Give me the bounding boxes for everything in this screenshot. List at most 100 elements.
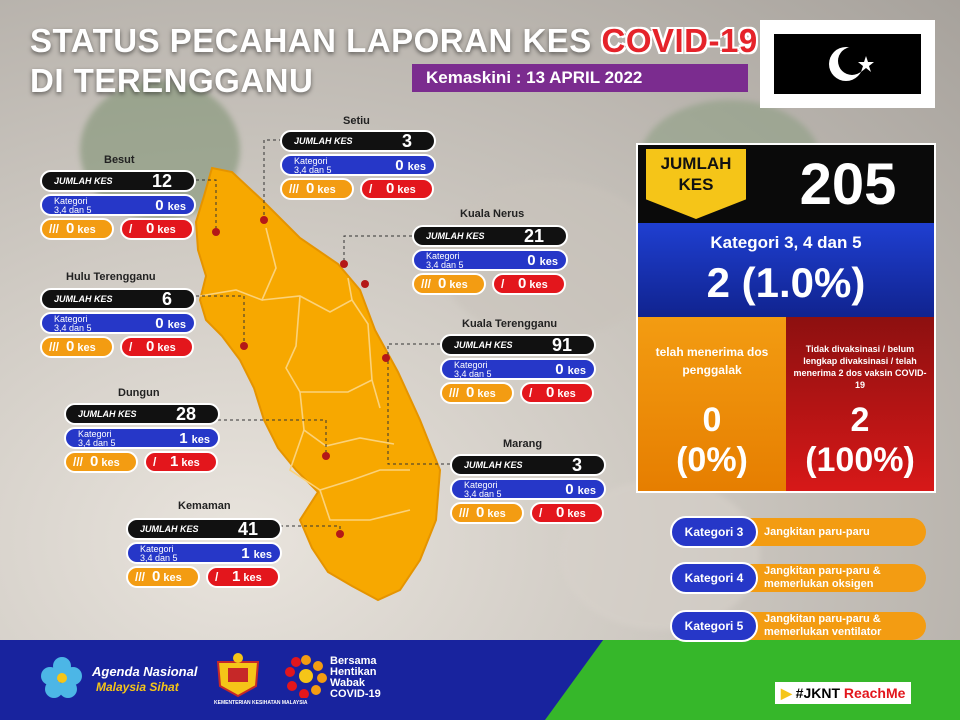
category-desc: Jangkitan paru-paru & memerlukan ventila… (744, 612, 926, 640)
booster-icon: /// (421, 277, 432, 291)
category-tag: Kategori 3 (670, 516, 758, 548)
title-text: STATUS PECAHAN LAPORAN KES (30, 22, 592, 59)
category-total-row: Kategori 3, 4 dan 5 2 (1.0%) (638, 223, 934, 317)
district-total: 12 (151, 171, 172, 191)
agenda-logo-text: Agenda Nasional (92, 664, 198, 679)
category-total-label: Kategori 3, 4 dan 5 (710, 233, 862, 252)
pin-marang-icon (382, 354, 390, 362)
page-title: STATUS PECAHAN LAPORAN KES COVID-19 (30, 22, 758, 60)
district-category: 0 (155, 197, 164, 214)
hashtag-badge: ▶ #JKNT ReachMe (775, 682, 912, 704)
unvax-total-value: 2 (850, 401, 870, 439)
pin-setiu-icon (260, 216, 268, 224)
state-outline (194, 166, 442, 602)
pin-dungun-icon (322, 452, 330, 460)
pin-hulu-terengganu-icon (240, 342, 248, 350)
district-total: 91 (551, 335, 572, 355)
crescent-star-icon (829, 47, 874, 81)
pin-besut-icon (212, 228, 220, 236)
district-name: Kuala Nerus (460, 208, 525, 220)
district-unvax: 0 (546, 384, 555, 401)
district-unvax: 0 (386, 180, 395, 197)
totals-panel: JUMLAH KES 205 Kategori 3, 4 dan 5 2 (1.… (636, 143, 936, 493)
district-total: 28 (175, 404, 196, 424)
category-total-value: 2 (1.0%) (706, 259, 866, 306)
district-unvax: 0 (556, 504, 565, 521)
booster-icon: /// (135, 570, 146, 584)
syringe-icon: / (529, 386, 533, 400)
district-total: 3 (571, 455, 582, 475)
hashtag-red-text: ReachMe (843, 685, 906, 701)
category-legend-item: Jangkitan paru-paru & memerlukan ventila… (670, 610, 926, 642)
leader-lines (196, 139, 450, 532)
district-category: 0 (555, 361, 564, 378)
category-desc: Jangkitan paru-paru (744, 518, 926, 546)
terengganu-flag (760, 20, 935, 108)
booster-total-label: telah menerima dos penggalak (655, 345, 769, 377)
district-total: 21 (523, 226, 544, 246)
district-name: Kuala Terengganu (462, 318, 558, 330)
district-name: Kemaman (178, 500, 231, 512)
district-category: 1 (179, 430, 188, 447)
category-tag: Kategori 5 (670, 610, 758, 642)
district-total: 3 (401, 131, 412, 151)
district-category: 0 (527, 252, 536, 269)
category-legend-item: Jangkitan paru-paru Kategori 3 (670, 516, 926, 548)
footer-green-band (545, 640, 960, 720)
booster-icon: /// (459, 506, 470, 520)
district-unvax: 0 (146, 220, 155, 237)
district-booster: 0 (66, 338, 75, 355)
coat-of-arms-icon (216, 653, 260, 698)
ministry-text: KEMENTERIAN KESIHATAN MALAYSIA (214, 700, 308, 706)
unvax-total-label: Tidak divaksinasi / belum lengkap divaks… (793, 344, 927, 390)
district-name: Besut (104, 154, 135, 166)
district-category: 1 (241, 545, 250, 562)
district-name: Dungun (118, 387, 160, 399)
total-label: JUMLAH KES (660, 154, 732, 194)
title-highlight: COVID-19 (601, 22, 758, 59)
district-booster: 0 (438, 275, 447, 292)
district-category: 0 (395, 157, 404, 174)
syringe-icon: / (215, 570, 219, 584)
pin-kuala-nerus-icon (340, 260, 348, 268)
district-unvax: 1 (232, 568, 241, 585)
district-booster: 0 (152, 568, 161, 585)
district-booster: 0 (90, 453, 99, 470)
campaign-text: Bersama Hentikan Wabak COVID-19 (330, 655, 381, 700)
district-name: Setiu (343, 115, 370, 127)
district-total: 41 (237, 519, 258, 539)
district-total: 6 (161, 289, 172, 309)
syringe-icon: / (129, 222, 133, 236)
district-name: Hulu Terengganu (66, 271, 156, 283)
booster-total-value: 0 (702, 401, 722, 439)
syringe-icon: / (153, 455, 157, 469)
district-booster: 0 (476, 504, 485, 521)
unvax-total-box: Tidak divaksinasi / belum lengkap divaks… (786, 317, 934, 491)
pin-kuala-terengganu-icon (361, 280, 369, 288)
total-value: 205 (799, 152, 897, 217)
booster-total-box: telah menerima dos penggalak 0 (0%) (638, 317, 786, 491)
bersama-logo-icon (285, 655, 327, 698)
location-pins (212, 216, 390, 538)
agenda-logo-subtext: Malaysia Sihat (96, 680, 179, 694)
district-unvax: 1 (170, 453, 179, 470)
booster-icon: /// (49, 222, 60, 236)
booster-icon: /// (49, 340, 60, 354)
syringe-icon: / (501, 277, 505, 291)
district-category: 0 (565, 481, 574, 498)
booster-icon: /// (449, 386, 460, 400)
district-booster: 0 (466, 384, 475, 401)
footer-bar: Agenda Nasional Malaysia Sihat KEMENTERI… (0, 640, 960, 720)
district-category: 0 (155, 315, 164, 332)
unvax-total-pct: (100%) (805, 441, 915, 479)
booster-icon: /// (289, 182, 300, 196)
booster-total-pct: (0%) (676, 441, 748, 479)
district-unvax: 0 (518, 275, 527, 292)
district-name: Marang (503, 438, 543, 450)
district-booster: 0 (306, 180, 315, 197)
hibiscus-logo-icon (41, 657, 82, 698)
update-date-banner: Kemaskini : 13 APRIL 2022 (412, 64, 748, 92)
category-tag: Kategori 4 (670, 562, 758, 594)
